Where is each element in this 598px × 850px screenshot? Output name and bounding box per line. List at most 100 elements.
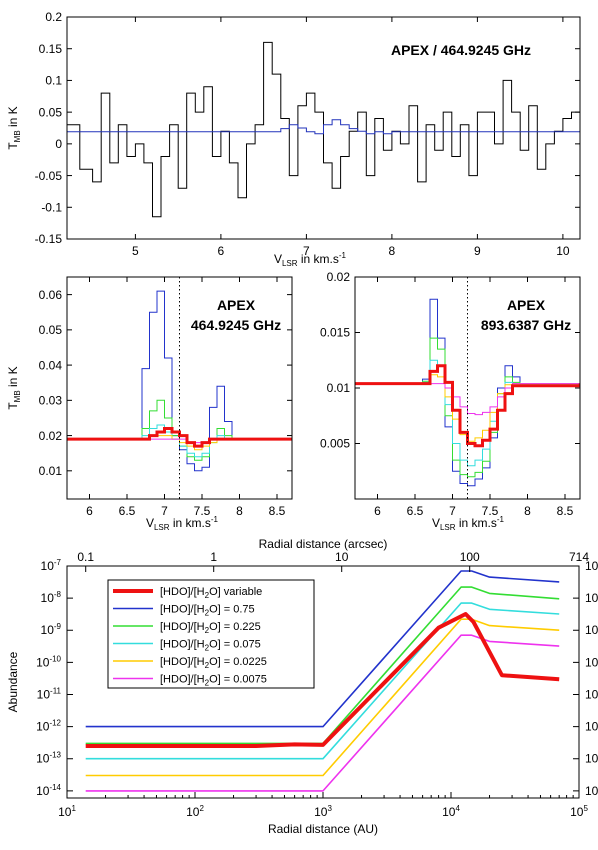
y-tick-label: 10-12 (36, 719, 61, 734)
legend-label-part: O] = 0.0225 (209, 656, 267, 668)
abundance-series-1 (85, 570, 560, 728)
x-tick-label-base: 10 (442, 805, 456, 819)
y-tick-label: 0.005 (320, 437, 350, 451)
y-tick-label: 0.04 (39, 358, 63, 372)
legend-label-part: O] = 0.075 (209, 639, 261, 651)
x-tick-label: 5 (132, 244, 139, 258)
annotation-line: APEX (217, 297, 256, 313)
x-tick-label: 8 (236, 504, 243, 518)
y-tick-label: -0.15 (35, 232, 63, 246)
legend-label-sub: 2 (205, 626, 210, 635)
x-tick-label: 6 (218, 244, 225, 258)
y-tick-label: 0.06 (39, 288, 63, 302)
x-axis-label-suffix: in km.s (170, 516, 211, 530)
plot-frame (66, 16, 581, 240)
annotation-line: APEX (507, 297, 546, 313)
legend-label: [HDO]/[H2O] = 0.0075 (160, 674, 267, 688)
plot-area (67, 277, 292, 499)
spectrum-series-2 (67, 119, 580, 135)
legend-label: [HDO]/[H2O] = 0.0225 (160, 656, 267, 670)
x-tick-label: 8 (524, 504, 531, 518)
y-axis-label-sub: MB (13, 130, 22, 142)
top-x-tick-label: 10 (335, 550, 349, 564)
x-tick-label: 104 (442, 804, 460, 819)
plot-area (67, 41, 580, 218)
panel-middle-left-spectrum: 6 6.5 7 7.5 8 8.5 0.01 0.02 0.03 0.04 0.05 0.06 APEX… (6, 276, 293, 532)
y-axis-label-main: T (6, 142, 20, 150)
legend-label-sub: 2 (205, 661, 210, 670)
plot-area (85, 570, 560, 792)
x-axis-label: Radial distance (AU) (268, 822, 378, 836)
y-tick-label-exp: -11 (50, 686, 62, 695)
y-tick-label-right: 10-11 (585, 686, 598, 701)
x-tick-label-base: 10 (314, 805, 328, 819)
y-tick-label-base: 10 (41, 559, 55, 573)
y-tick-label-base: 10 (36, 752, 50, 766)
y-tick-label-base: 10 (36, 720, 50, 734)
x-axis-label: VLSR in km.s-1 (146, 515, 219, 532)
panel-middle-right-spectrum: 6 6.5 7 7.5 8 8.5 0.005 0.01 0.015 0.02 APEX 893.63… (320, 270, 581, 532)
x-axis-label-sub: LSR (440, 523, 456, 532)
legend-label-part: [HDO]/[H (160, 586, 205, 598)
legend-label-sub: 2 (205, 644, 210, 653)
legend-label-part: [HDO]/[H (160, 604, 205, 616)
legend-label: [HDO]/[H2O] variable (160, 586, 262, 600)
y-tick-label-exp: -10 (49, 654, 61, 663)
panel-top-spectrum: 5 6 7 8 9 10 -0.15 -0.1 -0.05 0 0.05 0.1 0.15 0.2 APEX… (6, 10, 581, 268)
y-tick-label: 0.2 (45, 10, 62, 24)
y-tick-label-base: 10 (41, 623, 55, 637)
x-axis-label-sup: -1 (339, 251, 347, 260)
y-tick-label: 0.01 (39, 464, 63, 478)
y-tick-label: 10-14 (36, 783, 61, 798)
legend-label-sub: 2 (205, 609, 210, 618)
y-tick-label-right: 10-10 (585, 654, 598, 669)
x-tick-label: 103 (314, 804, 332, 819)
annotation: APEX / 464.9245 GHz (391, 42, 531, 58)
y-axis-label-sub: MB (13, 390, 22, 402)
y-tick-label-base: 10 (36, 655, 50, 669)
y-tick-label: 0.02 (327, 270, 351, 284)
x-tick-label-exp: 3 (327, 804, 332, 813)
y-tick-label-exp: -13 (49, 751, 61, 760)
y-tick-label: 0.05 (39, 323, 63, 337)
y-tick-label-right: 10-8 (585, 590, 598, 605)
x-tick-label-base: 10 (570, 805, 584, 819)
y-tick-label-base: 10 (585, 559, 598, 573)
x-tick-label: 6 (374, 504, 381, 518)
abundance-series-4 (85, 618, 560, 777)
legend-label-part: [HDO]/[H (160, 639, 205, 651)
y-tick-label-base: 10 (585, 591, 598, 605)
legend-label-sub: 2 (205, 679, 210, 688)
y-tick-label: 0.03 (39, 394, 63, 408)
legend: [HDO]/[H2O] variable[HDO]/[H2O] = 0.75[H… (107, 579, 315, 689)
y-tick-label: -0.1 (41, 200, 62, 214)
legend-label-part: [HDO]/[H (160, 674, 205, 686)
spectrum-series-2 (355, 337, 580, 478)
legend-label: [HDO]/[H2O] = 0.075 (160, 639, 261, 653)
annotation-line: 893.6387 GHz (481, 317, 571, 333)
y-axis-label-suffix: in K (6, 366, 20, 390)
y-tick-label: 10-9 (41, 622, 62, 637)
annotation-line: 464.9245 GHz (191, 317, 281, 333)
x-tick-label: 101 (58, 804, 76, 819)
legend-label-part: O] = 0.225 (209, 621, 261, 633)
panel-abundance-profile: 1011021031041050.111010071410-1410-1410-… (6, 537, 598, 836)
legend-label-part: O] = 0.75 (209, 604, 255, 616)
legend-label-part: O] variable (209, 586, 262, 598)
y-tick-label: 10-11 (37, 686, 62, 701)
top-x-tick-label: 0.1 (77, 550, 94, 564)
y-tick-label-base: 10 (585, 784, 598, 798)
legend-box (107, 579, 315, 689)
legend-label: [HDO]/[H2O] = 0.75 (160, 604, 255, 618)
legend-label-sub: 2 (205, 591, 210, 600)
x-axis-label-sup: -1 (497, 515, 505, 524)
x-axis-label-main: V (274, 252, 282, 266)
y-tick-label-base: 10 (41, 591, 55, 605)
y-axis-label-suffix: in K (6, 106, 20, 130)
x-axis-label-sup: -1 (211, 515, 219, 524)
y-tick-label-exp: -14 (49, 783, 61, 792)
plot-frame (66, 276, 293, 500)
y-axis-label-main: T (6, 402, 20, 410)
x-tick-label-base: 10 (58, 805, 72, 819)
x-axis-label-main: V (432, 516, 440, 530)
